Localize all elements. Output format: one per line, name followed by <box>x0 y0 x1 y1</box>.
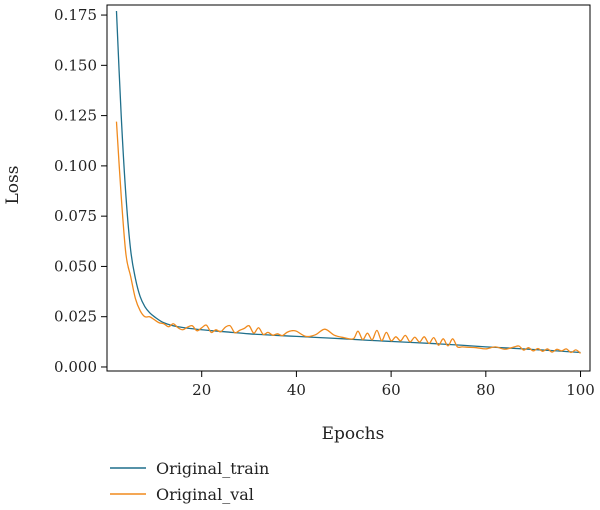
x-tick-label: 20 <box>192 381 211 399</box>
y-tick-label: 0.125 <box>54 107 97 125</box>
legend-label: Original_train <box>156 459 269 478</box>
y-axis-title: Loss <box>3 166 23 205</box>
y-tick-label: 0.150 <box>54 56 97 74</box>
series-layer <box>115 11 581 354</box>
x-tick-label: 60 <box>382 381 401 399</box>
x-axis-title: Epochs <box>322 424 385 444</box>
legend-label: Original_val <box>156 485 254 504</box>
y-tick-label: 0.000 <box>54 358 97 376</box>
series-line-original-val <box>115 121 581 354</box>
legend: Original_train Original_val <box>110 459 269 504</box>
x-tick-label: 80 <box>476 381 495 399</box>
series-line-original-train <box>115 11 581 354</box>
plot-frame <box>106 4 591 372</box>
y-tick-label: 0.050 <box>54 257 97 275</box>
x-tick-label: 40 <box>287 381 306 399</box>
x-axis-ticks: 20 40 60 80 100 <box>192 371 595 399</box>
y-axis-ticks: 0.000 0.025 0.050 0.075 0.100 0.125 0.150 0.175 <box>54 6 107 376</box>
y-tick-label: 0.025 <box>54 308 97 326</box>
x-tick-label: 100 <box>566 381 595 399</box>
y-tick-label: 0.100 <box>54 157 97 175</box>
y-tick-label: 0.075 <box>54 207 97 225</box>
y-tick-label: 0.175 <box>54 6 97 24</box>
